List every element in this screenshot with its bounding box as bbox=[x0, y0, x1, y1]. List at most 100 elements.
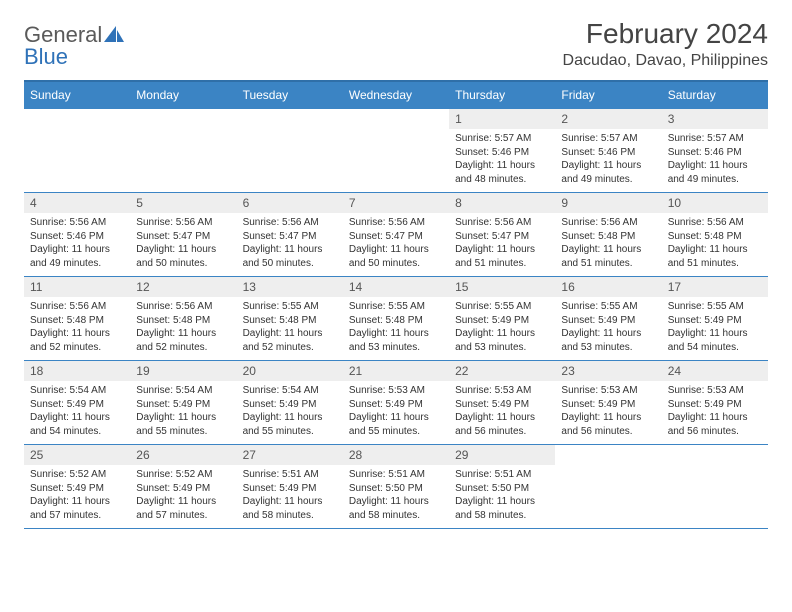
day-content-cell: Sunrise: 5:55 AMSunset: 5:48 PMDaylight:… bbox=[343, 297, 449, 361]
day-number-cell: 29 bbox=[449, 445, 555, 466]
day-number-cell: 11 bbox=[24, 277, 130, 298]
day-content-cell: Sunrise: 5:56 AMSunset: 5:47 PMDaylight:… bbox=[449, 213, 555, 277]
daylight-text: Daylight: 11 hours and 57 minutes. bbox=[136, 496, 216, 521]
sunrise-text: Sunrise: 5:56 AM bbox=[668, 217, 744, 228]
sunrise-text: Sunrise: 5:53 AM bbox=[349, 385, 425, 396]
sunrise-text: Sunrise: 5:55 AM bbox=[561, 301, 637, 312]
daynum-row: 123 bbox=[24, 109, 768, 130]
daylight-text: Daylight: 11 hours and 54 minutes. bbox=[668, 328, 748, 353]
day-number-cell: 6 bbox=[237, 193, 343, 214]
location: Dacudao, Davao, Philippines bbox=[563, 52, 768, 70]
daylight-text: Daylight: 11 hours and 52 minutes. bbox=[30, 328, 110, 353]
sunset-text: Sunset: 5:49 PM bbox=[668, 315, 742, 326]
sunrise-text: Sunrise: 5:51 AM bbox=[349, 469, 425, 480]
day-content-cell: Sunrise: 5:56 AMSunset: 5:48 PMDaylight:… bbox=[662, 213, 768, 277]
daylight-text: Daylight: 11 hours and 56 minutes. bbox=[668, 412, 748, 437]
sunrise-text: Sunrise: 5:56 AM bbox=[243, 217, 319, 228]
day-content-cell: Sunrise: 5:57 AMSunset: 5:46 PMDaylight:… bbox=[449, 129, 555, 193]
day-number-cell: 25 bbox=[24, 445, 130, 466]
sunset-text: Sunset: 5:46 PM bbox=[30, 231, 104, 242]
day-number-cell: 1 bbox=[449, 109, 555, 130]
sunrise-text: Sunrise: 5:54 AM bbox=[30, 385, 106, 396]
daylight-text: Daylight: 11 hours and 50 minutes. bbox=[243, 244, 323, 269]
sunset-text: Sunset: 5:49 PM bbox=[30, 399, 104, 410]
daylight-text: Daylight: 11 hours and 48 minutes. bbox=[455, 160, 535, 185]
day-content-cell bbox=[555, 465, 661, 528]
day-number-cell: 14 bbox=[343, 277, 449, 298]
sunset-text: Sunset: 5:49 PM bbox=[561, 315, 635, 326]
day-content-cell bbox=[237, 129, 343, 193]
sunrise-text: Sunrise: 5:56 AM bbox=[561, 217, 637, 228]
content-row: Sunrise: 5:56 AM Sunset: 5:46 PM Daylight:… bbox=[24, 213, 768, 277]
day-content-cell: Sunrise: 5:51 AMSunset: 5:49 PMDaylight:… bbox=[237, 465, 343, 528]
weekday-header: Thursday bbox=[449, 81, 555, 109]
daylight-text: Daylight: 11 hours and 55 minutes. bbox=[349, 412, 429, 437]
weekday-header: Saturday bbox=[662, 81, 768, 109]
daylight-text: Daylight: 11 hours and 51 minutes. bbox=[455, 244, 535, 269]
sunrise-text: Sunrise: 5:51 AM bbox=[243, 469, 319, 480]
daynum-row: 2526272829 bbox=[24, 445, 768, 466]
day-number-cell bbox=[24, 109, 130, 130]
day-number-cell bbox=[662, 445, 768, 466]
weekday-header: Tuesday bbox=[237, 81, 343, 109]
daylight-text: Daylight: 11 hours and 56 minutes. bbox=[455, 412, 535, 437]
sunrise-text: Sunrise: 5:55 AM bbox=[349, 301, 425, 312]
sunrise-text: Sunrise: 5:55 AM bbox=[455, 301, 531, 312]
sunset-text: Sunset: 5:49 PM bbox=[668, 399, 742, 410]
sunset-text: Sunset: 5:49 PM bbox=[243, 483, 317, 494]
day-number-cell: 18 bbox=[24, 361, 130, 382]
day-content-cell: Sunrise: 5:51 AM Sunset: 5:50 PM Daylight:… bbox=[449, 465, 555, 528]
day-number-cell: 8 bbox=[449, 193, 555, 214]
day-content-cell: Sunrise: 5:55 AM Sunset: 5:49 PM Daylight:… bbox=[662, 297, 768, 361]
day-number-cell: 20 bbox=[237, 361, 343, 382]
daylight-text: Daylight: 11 hours and 54 minutes. bbox=[30, 412, 110, 437]
sunrise-text: Sunrise: 5:56 AM bbox=[349, 217, 425, 228]
day-number-cell: 2 bbox=[555, 109, 661, 130]
sunset-text: Sunset: 5:48 PM bbox=[136, 315, 210, 326]
day-number-cell: 21 bbox=[343, 361, 449, 382]
day-number-cell: 4 bbox=[24, 193, 130, 214]
sunset-text: Sunset: 5:49 PM bbox=[243, 399, 317, 410]
daylight-text: Daylight: 11 hours and 49 minutes. bbox=[561, 160, 641, 185]
daynum-row: 11121314151617 bbox=[24, 277, 768, 298]
daylight-text: Daylight: 11 hours and 58 minutes. bbox=[455, 496, 535, 521]
sunset-text: Sunset: 5:49 PM bbox=[455, 399, 529, 410]
day-number-cell: 17 bbox=[662, 277, 768, 298]
sunset-text: Sunset: 5:47 PM bbox=[136, 231, 210, 242]
sunrise-text: Sunrise: 5:55 AM bbox=[668, 301, 744, 312]
daylight-text: Daylight: 11 hours and 53 minutes. bbox=[349, 328, 429, 353]
sunrise-text: Sunrise: 5:56 AM bbox=[30, 301, 106, 312]
sunrise-text: Sunrise: 5:57 AM bbox=[668, 133, 744, 144]
day-content-cell: Sunrise: 5:55 AMSunset: 5:49 PMDaylight:… bbox=[555, 297, 661, 361]
day-number-cell: 7 bbox=[343, 193, 449, 214]
title-block: February 2024 Dacudao, Davao, Philippine… bbox=[563, 18, 768, 70]
sunrise-text: Sunrise: 5:52 AM bbox=[30, 469, 106, 480]
day-number-cell: 24 bbox=[662, 361, 768, 382]
sunrise-text: Sunrise: 5:56 AM bbox=[455, 217, 531, 228]
sunset-text: Sunset: 5:47 PM bbox=[349, 231, 423, 242]
day-number-cell: 15 bbox=[449, 277, 555, 298]
sunset-text: Sunset: 5:46 PM bbox=[668, 147, 742, 158]
content-row: Sunrise: 5:52 AM Sunset: 5:49 PM Daylight:… bbox=[24, 465, 768, 528]
daylight-text: Daylight: 11 hours and 49 minutes. bbox=[30, 244, 110, 269]
day-content-cell: Sunrise: 5:53 AMSunset: 5:49 PMDaylight:… bbox=[449, 381, 555, 445]
day-content-cell: Sunrise: 5:53 AMSunset: 5:49 PMDaylight:… bbox=[343, 381, 449, 445]
day-content-cell bbox=[662, 465, 768, 528]
daylight-text: Daylight: 11 hours and 49 minutes. bbox=[668, 160, 748, 185]
sunset-text: Sunset: 5:50 PM bbox=[455, 483, 529, 494]
sunrise-text: Sunrise: 5:51 AM bbox=[455, 469, 531, 480]
sunrise-text: Sunrise: 5:53 AM bbox=[668, 385, 744, 396]
daylight-text: Daylight: 11 hours and 55 minutes. bbox=[243, 412, 323, 437]
daylight-text: Daylight: 11 hours and 52 minutes. bbox=[243, 328, 323, 353]
daylight-text: Daylight: 11 hours and 51 minutes. bbox=[668, 244, 748, 269]
day-number-cell: 13 bbox=[237, 277, 343, 298]
day-number-cell: 9 bbox=[555, 193, 661, 214]
weekday-header: Wednesday bbox=[343, 81, 449, 109]
sunset-text: Sunset: 5:46 PM bbox=[455, 147, 529, 158]
weekday-header: Sunday bbox=[24, 81, 130, 109]
sunset-text: Sunset: 5:48 PM bbox=[561, 231, 635, 242]
day-content-cell: Sunrise: 5:56 AMSunset: 5:47 PMDaylight:… bbox=[130, 213, 236, 277]
day-content-cell: Sunrise: 5:52 AMSunset: 5:49 PMDaylight:… bbox=[130, 465, 236, 528]
daylight-text: Daylight: 11 hours and 51 minutes. bbox=[561, 244, 641, 269]
sunrise-text: Sunrise: 5:56 AM bbox=[136, 301, 212, 312]
